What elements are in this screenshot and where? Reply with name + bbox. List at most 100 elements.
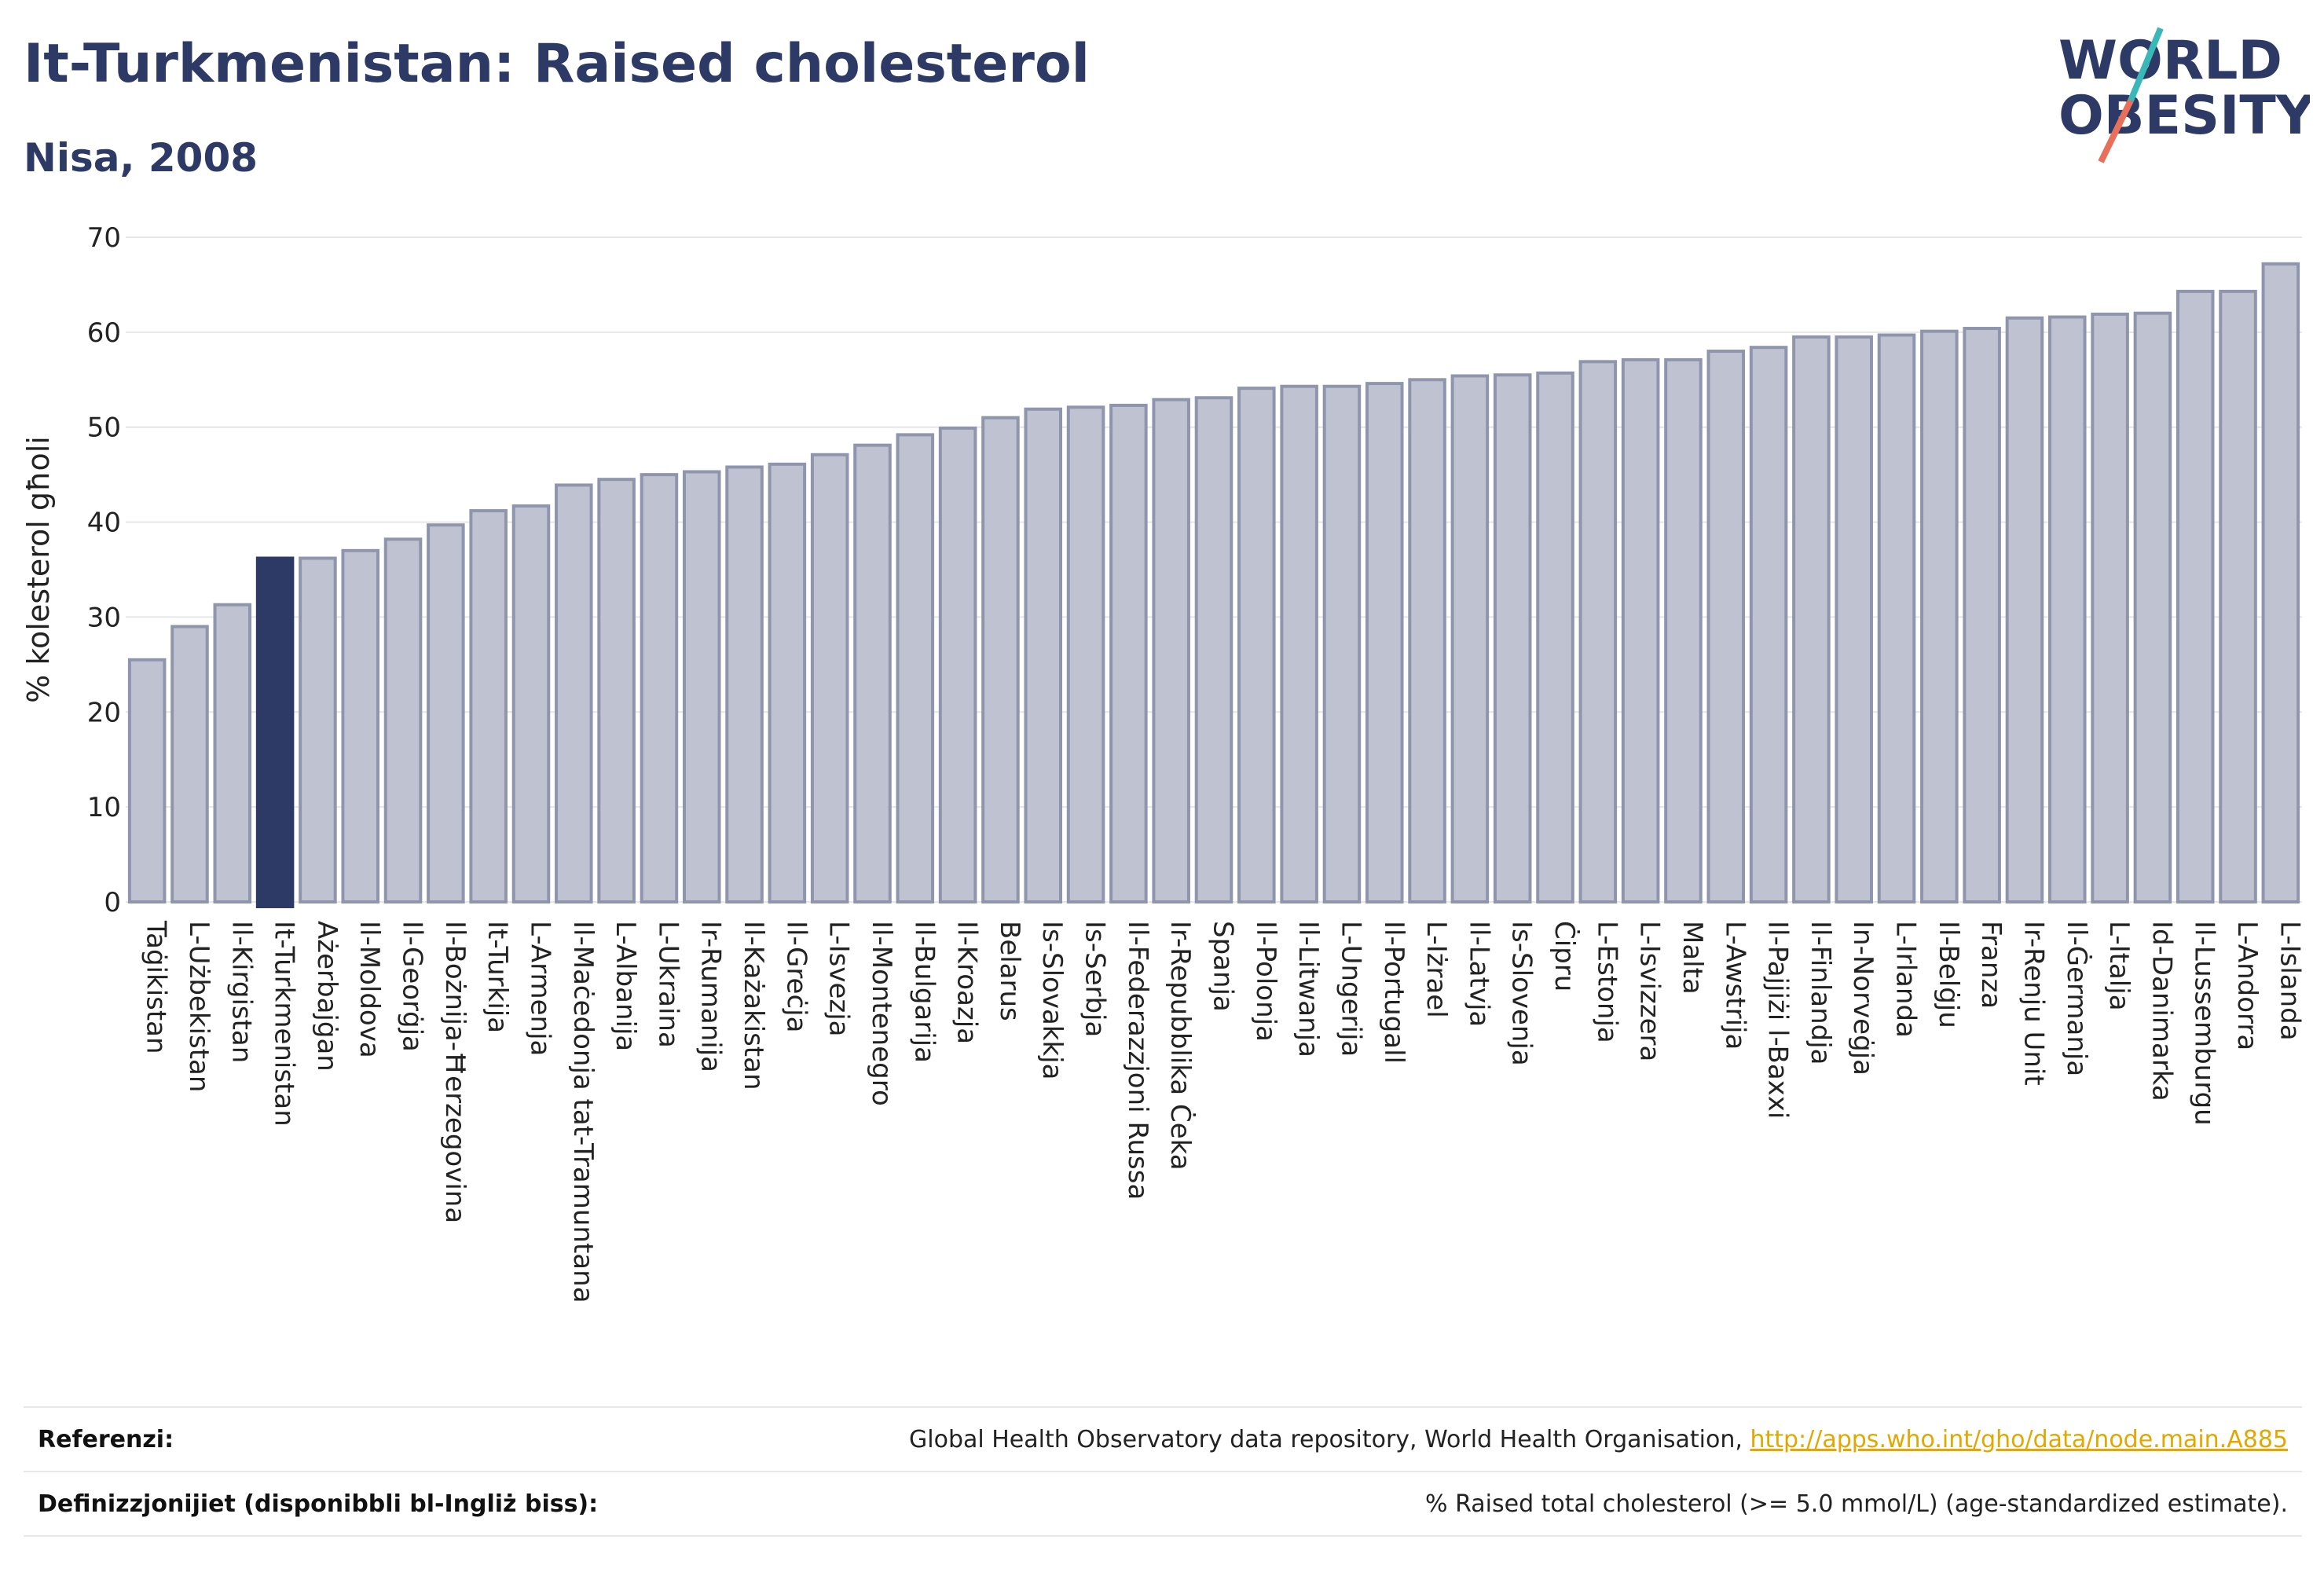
- bar-Id-Danimarka[interactable]: [2133, 311, 2172, 903]
- bar-Is-Slovenja[interactable]: [1493, 373, 1532, 903]
- bar-L-Awstrija[interactable]: [1706, 350, 1746, 903]
- bar-L-Albanija[interactable]: [597, 478, 636, 903]
- bar-Il-Litwanja[interactable]: [1280, 384, 1318, 903]
- bar-L-Estonja[interactable]: [1578, 360, 1618, 903]
- chart-title: It-Turkmenistan: Raised cholesterol: [24, 33, 1090, 95]
- x-tick-label: Il-Ġermanja: [2061, 921, 2093, 1076]
- x-tick-label: Il-Georġja: [397, 921, 428, 1052]
- bar-Il-Montenegro[interactable]: [853, 443, 892, 903]
- bar-L-Ungerija[interactable]: [1322, 384, 1362, 903]
- bar-Malta[interactable]: [1664, 357, 1703, 903]
- x-tick-label: Ir-Rumanija: [695, 921, 727, 1072]
- x-tick-label: Il-Kroazja: [951, 921, 983, 1044]
- bar-Il-Finlandja[interactable]: [1792, 335, 1831, 903]
- bar-Taġikistan[interactable]: [127, 658, 167, 903]
- bar-Il-Greċja[interactable]: [768, 462, 807, 903]
- x-tick-label: Il-Kirgistan: [225, 921, 257, 1063]
- x-tick-label: Il-Litwanja: [1292, 921, 1324, 1057]
- x-tick-label: Taġikistan: [141, 920, 172, 1054]
- y-axis-ticks: 0 10 20 30 40 50 60 70: [87, 222, 121, 918]
- x-tick-label: L-Isvizzera: [1634, 921, 1666, 1061]
- x-tick-label: In-Norveġja: [1847, 921, 1879, 1076]
- x-tick-label: Il-Bożnija-Ħerzegovina: [439, 921, 471, 1223]
- bar-Il-Georġja[interactable]: [383, 537, 423, 904]
- bar-Ċipru[interactable]: [1536, 371, 1574, 903]
- bar-L-Islanda[interactable]: [2261, 262, 2300, 903]
- x-tick-label: Ir-Renju Unit: [2018, 921, 2049, 1086]
- bar-Belarus[interactable]: [981, 416, 1020, 903]
- bar-Ir-Repubblika Ċeka[interactable]: [1152, 398, 1190, 903]
- bar-Il-Lussemburgu[interactable]: [2176, 289, 2215, 904]
- bar-Il-Maċedonja tat-Tramuntana[interactable]: [555, 483, 593, 903]
- x-tick-label: Il-Federazzjoni Russa: [1122, 921, 1153, 1200]
- x-tick-label: Is-Serbja: [1080, 921, 1111, 1037]
- logo-slash-teal: [2128, 27, 2164, 102]
- bar-Is-Slovakkja[interactable]: [1024, 407, 1063, 903]
- bar-Is-Serbja[interactable]: [1066, 405, 1105, 903]
- bar-Ir-Rumanija[interactable]: [682, 470, 721, 903]
- x-tick-label: It-Turkija: [482, 921, 513, 1033]
- y-tick-label: 40: [87, 508, 121, 539]
- y-tick-label: 0: [104, 887, 121, 918]
- x-tick-label: Id-Danimarka: [2146, 921, 2177, 1101]
- bar-Franza[interactable]: [1963, 327, 2001, 904]
- bar-Ir-Renju Unit[interactable]: [2005, 316, 2044, 903]
- references-link[interactable]: http://apps.who.int/gho/data/node.main.A…: [1750, 1425, 2288, 1453]
- bar-Il-Latvja[interactable]: [1450, 374, 1490, 903]
- x-tick-label: Il-Greċja: [780, 921, 812, 1032]
- x-tick-label: Il-Belġju: [1933, 921, 1964, 1028]
- bar-Il-Kroazja[interactable]: [938, 426, 977, 903]
- bar-Spanja[interactable]: [1194, 396, 1233, 903]
- logo-text-world: WORLD: [2058, 30, 2282, 92]
- bar-Ażerbajġan[interactable]: [299, 556, 337, 903]
- bar-In-Norveġja[interactable]: [1835, 335, 1873, 903]
- x-tick-label: Il-Lussemburgu: [2189, 921, 2220, 1126]
- bar-Il-Ġermanja[interactable]: [2048, 315, 2087, 903]
- bar-Il-Belġju[interactable]: [1920, 329, 1959, 903]
- bar-L-Isvizzera[interactable]: [1621, 357, 1660, 903]
- y-tick-label: 30: [87, 602, 121, 633]
- x-tick-label: Il-Każakistan: [738, 921, 769, 1090]
- bar-L-Ukraina[interactable]: [640, 473, 679, 903]
- bar-L-Użbekistan[interactable]: [170, 625, 209, 903]
- chart-subtitle: Nisa, 2008: [24, 135, 258, 181]
- x-tick-label: L-Isvezja: [823, 921, 855, 1037]
- x-tick-label: Malta: [1677, 921, 1708, 995]
- bar-It-Turkmenistan[interactable]: [255, 556, 295, 908]
- x-tick-label: L-Italja: [2103, 921, 2135, 1011]
- bar-L-Armenja[interactable]: [511, 504, 551, 903]
- y-tick-label: 10: [87, 792, 121, 823]
- bar-Il-Moldova[interactable]: [341, 548, 379, 903]
- bar-L-Iżrael[interactable]: [1408, 378, 1446, 903]
- bar-It-Turkija[interactable]: [469, 509, 508, 903]
- bar-Il-Pajjiżi l-Baxxi[interactable]: [1749, 346, 1788, 903]
- bar-Il-Kirgistan[interactable]: [213, 603, 252, 904]
- world-obesity-logo[interactable]: WORLD OBESITY: [2043, 24, 2310, 165]
- y-tick-label: 70: [87, 222, 121, 254]
- bar-Il-Polonja[interactable]: [1237, 387, 1276, 904]
- bar-L-Andorra[interactable]: [2219, 289, 2257, 904]
- y-tick-label: 60: [87, 317, 121, 349]
- bar-Il-Bożnija-Ħerzegovina[interactable]: [427, 523, 465, 903]
- x-tick-label: Il-Moldova: [354, 921, 385, 1058]
- y-tick-label: 50: [87, 412, 121, 444]
- x-tick-label: L-Iżrael: [1420, 921, 1452, 1018]
- bar-Il-Federazzjoni Russa[interactable]: [1109, 403, 1148, 903]
- x-tick-label: Il-Maċedonja tat-Tramuntana: [567, 921, 599, 1303]
- x-tick-label: L-Islanda: [2274, 921, 2305, 1041]
- bar-Il-Bulgarija[interactable]: [896, 433, 935, 903]
- bar-L-Italja[interactable]: [2091, 312, 2129, 903]
- x-tick-label: Ażerbajġan: [311, 921, 343, 1072]
- x-tick-label: Spanja: [1208, 921, 1239, 1012]
- bar-chart: 0 10 20 30 40 50 60 70 Taġikistan L-Użbekistan Il…: [21, 222, 2305, 1303]
- x-tick-label: L-Armenja: [524, 921, 555, 1056]
- references-text: Global Health Observatory data repositor…: [909, 1425, 1750, 1453]
- x-tick-label: Il-Pajjiżi l-Baxxi: [1762, 921, 1794, 1119]
- x-tick-label: Franza: [1975, 921, 2007, 1009]
- x-tick-label: Il-Bulgarija: [908, 921, 940, 1063]
- bar-Il-Portugall[interactable]: [1365, 382, 1404, 903]
- bar-Il-Każakistan[interactable]: [725, 465, 764, 903]
- bar-L-Irlanda[interactable]: [1877, 333, 1916, 903]
- bar-L-Isvezja[interactable]: [810, 453, 849, 903]
- x-tick-label: Il-Portugall: [1378, 921, 1409, 1064]
